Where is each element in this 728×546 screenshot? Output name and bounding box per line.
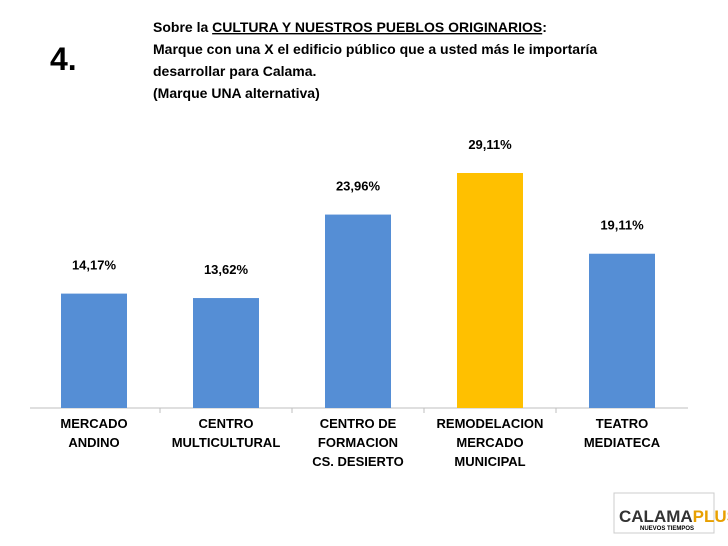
category-line: MERCADO [60, 416, 127, 431]
logo-name: CALAMA [619, 507, 693, 526]
category-label: TEATRO MEDIATECA [584, 416, 661, 450]
category-line: MULTICULTURAL [172, 435, 281, 450]
question-number: 4. [50, 41, 77, 77]
data-label: 13,62% [204, 262, 249, 277]
category-line: CENTRO DE [320, 416, 397, 431]
category-line: MERCADO [456, 435, 523, 450]
data-label: 29,11% [468, 137, 512, 152]
category-label: CENTRO MULTICULTURAL [172, 416, 281, 450]
data-label: 14,17% [72, 258, 117, 273]
question-line: (Marque UNA alternativa) [153, 85, 320, 101]
category-line: CENTRO [199, 416, 254, 431]
category-line: TEATRO [596, 416, 648, 431]
question-line: Marque con una X el edificio público que… [153, 41, 597, 57]
category-label: MERCADO ANDINO [60, 416, 127, 450]
category-line: ANDINO [68, 435, 119, 450]
logo-tagline: NUEVOS TIEMPOS [640, 526, 694, 532]
question-line: desarrollar para Calama. [153, 63, 316, 79]
data-label: 19,11% [600, 218, 644, 233]
underlined-text: CULTURA Y NUESTROS PUEBLOS ORIGINARIOS [212, 19, 542, 35]
category-line: CS. DESIERTO [312, 454, 404, 469]
bar [457, 173, 523, 408]
question-line: Sobre la CULTURA Y NUESTROS PUEBLOS ORIG… [153, 19, 547, 35]
category-line: MEDIATECA [584, 435, 661, 450]
bar [325, 214, 391, 408]
category-line: FORMACION [318, 435, 398, 450]
data-label: 23,96% [336, 179, 381, 194]
category-label: REMODELACION MERCADO MUNICIPAL [437, 416, 544, 469]
category-line: REMODELACION [437, 416, 544, 431]
text: Sobre la [153, 19, 212, 35]
category-line: MUNICIPAL [454, 454, 525, 469]
logo-text: CALAMAPLUS [619, 507, 728, 526]
category-label: CENTRO DE FORMACION CS. DESIERTO [312, 416, 404, 469]
logo: CALAMAPLUS NUEVOS TIEMPOS [613, 492, 728, 534]
bar [193, 298, 259, 408]
text: : [542, 19, 547, 35]
chart: MERCADO ANDINO 14,17% CENTRO MULTICULTURAL 13… [60, 137, 660, 469]
logo-frame [613, 492, 715, 534]
bar [61, 293, 127, 408]
bar [589, 253, 655, 408]
logo-name: PLUS [693, 507, 728, 526]
